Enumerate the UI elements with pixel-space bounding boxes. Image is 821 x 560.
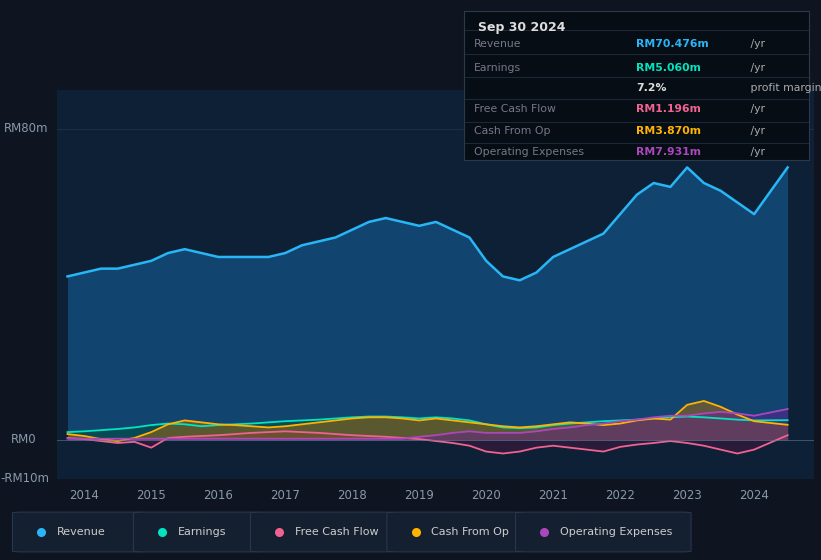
FancyBboxPatch shape	[12, 512, 145, 552]
Text: /yr: /yr	[746, 63, 764, 73]
Text: RM80m: RM80m	[4, 122, 48, 135]
Text: RM1.196m: RM1.196m	[636, 104, 701, 114]
Text: Operating Expenses: Operating Expenses	[560, 527, 672, 537]
Text: -RM10m: -RM10m	[0, 472, 49, 486]
FancyBboxPatch shape	[250, 512, 395, 552]
Text: profit margin: profit margin	[746, 83, 821, 94]
Text: Cash From Op: Cash From Op	[431, 527, 509, 537]
Text: /yr: /yr	[746, 147, 764, 157]
Text: Free Cash Flow: Free Cash Flow	[475, 104, 556, 114]
Text: /yr: /yr	[746, 104, 764, 114]
Text: /yr: /yr	[746, 127, 764, 137]
Text: RM0: RM0	[11, 433, 36, 446]
Text: Revenue: Revenue	[475, 39, 521, 49]
Text: Cash From Op: Cash From Op	[475, 127, 551, 137]
Text: RM70.476m: RM70.476m	[636, 39, 709, 49]
FancyBboxPatch shape	[133, 512, 262, 552]
Text: Earnings: Earnings	[475, 63, 521, 73]
FancyBboxPatch shape	[516, 512, 691, 552]
Text: Revenue: Revenue	[57, 527, 106, 537]
Text: Free Cash Flow: Free Cash Flow	[295, 527, 378, 537]
Text: RM3.870m: RM3.870m	[636, 127, 701, 137]
Text: /yr: /yr	[746, 39, 764, 49]
Text: RM7.931m: RM7.931m	[636, 147, 701, 157]
Text: 7.2%: 7.2%	[636, 83, 667, 94]
Text: Operating Expenses: Operating Expenses	[475, 147, 585, 157]
Text: RM5.060m: RM5.060m	[636, 63, 701, 73]
Text: Earnings: Earnings	[178, 527, 227, 537]
FancyBboxPatch shape	[387, 512, 524, 552]
Text: Sep 30 2024: Sep 30 2024	[478, 21, 565, 34]
